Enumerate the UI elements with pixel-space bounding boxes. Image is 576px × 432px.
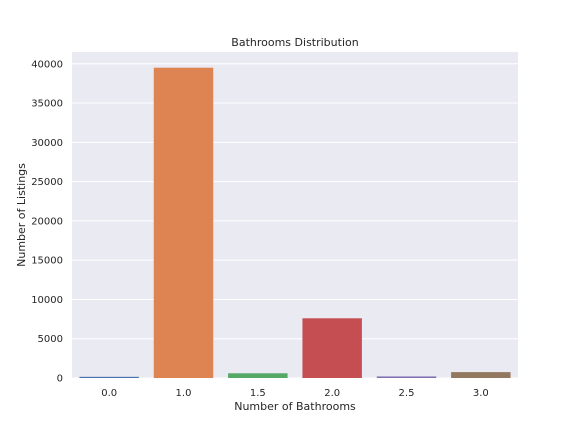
x-tick-label: 2.5 <box>399 388 415 399</box>
y-tick-labels: 0 5000 10000 15000 20000 25000 30000 35000 40000 <box>31 59 63 384</box>
chart-title: Bathrooms Distribution <box>231 36 358 49</box>
x-tick-label: 0.0 <box>101 388 117 399</box>
x-tick-label: 1.5 <box>250 388 266 399</box>
plot-area <box>72 52 518 378</box>
x-tick-label: 2.0 <box>324 388 340 399</box>
y-tick-label: 30000 <box>31 138 63 149</box>
y-axis-label: Number of Listings <box>15 163 28 267</box>
x-axis-label: Number of Bathrooms <box>234 400 356 413</box>
y-tick-label: 10000 <box>31 295 63 306</box>
y-tick-label: 40000 <box>31 59 63 70</box>
x-tick-label: 3.0 <box>473 388 489 399</box>
y-tick-label: 0 <box>57 374 63 385</box>
bar-1.5 <box>228 373 288 378</box>
bar-0.0 <box>79 376 139 378</box>
bar-3.0 <box>451 372 511 378</box>
y-tick-label: 25000 <box>31 177 63 188</box>
bar-2.5 <box>376 376 437 378</box>
bar-1.0 <box>153 67 214 378</box>
bars <box>79 67 511 378</box>
y-tick-label: 35000 <box>31 99 63 110</box>
x-tick-labels: 0.0 1.0 1.5 2.0 2.5 3.0 <box>101 388 489 399</box>
bar-2.0 <box>302 318 362 378</box>
y-tick-label: 5000 <box>38 334 63 345</box>
x-tick-label: 1.0 <box>176 388 192 399</box>
y-tick-label: 20000 <box>31 216 63 227</box>
gridlines <box>72 63 518 379</box>
y-tick-label: 15000 <box>31 256 63 267</box>
